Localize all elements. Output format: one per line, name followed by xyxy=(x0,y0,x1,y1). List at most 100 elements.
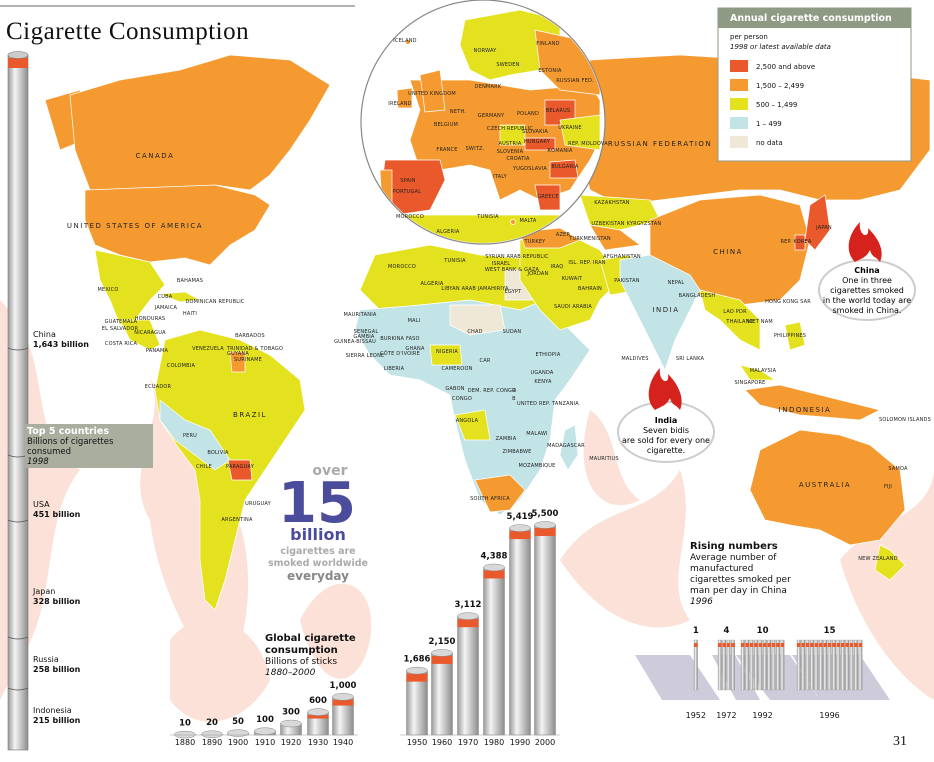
callout-line: smoked worldwide xyxy=(268,558,368,569)
map-label: SLOVENIA xyxy=(497,149,524,155)
top5-item: Indonesia 215 billion xyxy=(33,706,80,726)
map-label: SOUTH AFRICA xyxy=(470,496,510,502)
x-tick-label: 1972 xyxy=(716,711,736,720)
map-label: LAO PDR xyxy=(723,309,747,315)
cigarette-group xyxy=(796,639,863,691)
map-region xyxy=(474,474,526,513)
x-tick-label: 1996 xyxy=(819,711,839,720)
cigarette xyxy=(722,639,727,691)
top5-item: China 1,643 billion xyxy=(33,330,89,350)
bar-body xyxy=(431,652,453,736)
map-label: VIET NAM xyxy=(747,319,773,325)
map-label: THAILAND xyxy=(725,319,753,325)
cigarette-bar xyxy=(406,666,428,736)
map-label: ITALY xyxy=(493,174,507,180)
value-label: 20 xyxy=(206,718,218,728)
cigarette-band xyxy=(814,643,819,647)
legend-swatch xyxy=(730,117,748,129)
cigarette-band xyxy=(823,643,827,647)
map-label: MAURITIUS xyxy=(589,456,619,462)
map-region xyxy=(227,459,253,481)
cigarette xyxy=(726,639,731,691)
x-tick-label: 1970 xyxy=(458,738,478,747)
x-tick-label: 1960 xyxy=(432,738,452,747)
legend-label: 500 – 1,499 xyxy=(756,101,797,109)
map-label: MOROCCO xyxy=(396,214,424,220)
map-label: GHANA xyxy=(405,346,425,352)
map-region xyxy=(419,69,446,113)
cigarette-bar xyxy=(254,727,276,736)
map-label: HONG KONG SAR xyxy=(765,299,811,305)
cigarette xyxy=(776,639,780,691)
cigarette-band xyxy=(767,643,771,647)
cigarette xyxy=(840,639,845,691)
x-tick-label: 1992 xyxy=(752,711,772,720)
map-label: REP. KOREA xyxy=(780,239,811,245)
charts: 10 1880 20 1890 50 1900 100 1910 300 1920 600 1930 1… xyxy=(170,509,863,747)
map-label: CAMEROON xyxy=(441,366,472,372)
map-label: HAITI xyxy=(183,311,197,317)
map-label: MAURITANIA xyxy=(343,312,376,318)
bar-body xyxy=(457,615,479,736)
map-label: SLOVAKIA xyxy=(522,129,548,135)
callout-emphasis: everyday xyxy=(287,569,349,583)
bar-band xyxy=(457,619,479,628)
map-label: GABON xyxy=(445,386,464,392)
value-label: 600 xyxy=(309,696,327,706)
map-label: BELGIUM xyxy=(434,122,458,128)
callout-number: 15 xyxy=(278,471,356,536)
map-label: MEXICO xyxy=(98,287,119,293)
map-label: RUSSIAN FED. xyxy=(556,78,594,84)
value-label: 1,686 xyxy=(404,655,431,665)
map-region xyxy=(794,234,806,251)
map-label: SOLOMON ISLANDS xyxy=(879,417,931,423)
cigarette-band xyxy=(836,643,841,647)
legend-label: 1 – 499 xyxy=(756,120,782,128)
map-label: FINLAND xyxy=(536,41,559,47)
map-label: FRANCE xyxy=(436,147,457,153)
map-label: COSTA RICA xyxy=(105,341,138,347)
cigarette-band xyxy=(758,643,763,647)
map-label: FIJI xyxy=(884,484,892,490)
map-label: TUNISIA xyxy=(476,214,499,220)
map-label: BURKINA FASO xyxy=(380,336,419,342)
cigarette xyxy=(801,639,806,691)
map-region xyxy=(519,234,621,331)
cigarette xyxy=(836,639,841,691)
map-label: SWITZ. xyxy=(466,146,485,152)
value-label: 1 xyxy=(693,626,699,636)
map-label: GERMANY xyxy=(478,113,505,119)
cigarette-band xyxy=(841,643,845,647)
map-label: GAMBIA xyxy=(353,334,375,340)
cigarette-band xyxy=(722,643,726,647)
cigarette xyxy=(754,639,758,691)
map-region xyxy=(749,429,906,546)
cigarette xyxy=(858,639,863,691)
cigarette xyxy=(762,639,767,691)
x-tick-label: 2000 xyxy=(535,738,555,747)
map-label: DEM. REP. CONGO xyxy=(468,388,517,394)
cigarette xyxy=(731,639,735,691)
map-labels: CANADA UNITED STATES OF AMERICA MEXICO CUBA… xyxy=(67,38,931,562)
value-label: 5,500 xyxy=(532,509,559,519)
map-region xyxy=(499,124,526,146)
map-region xyxy=(534,184,561,211)
map-label: JAMAICA xyxy=(154,305,178,311)
note-line: are sold for every one xyxy=(622,436,710,445)
cigarette xyxy=(849,639,854,691)
cigarette-group xyxy=(693,639,698,691)
bar-cap xyxy=(332,693,354,701)
map-region xyxy=(699,289,761,351)
cigarette-band xyxy=(845,643,849,647)
map-label: ECUADOR xyxy=(145,384,172,390)
map-label: KUWAIT xyxy=(562,276,583,282)
cigarette-bar xyxy=(431,649,453,736)
chart-subtitle: Billions of sticks xyxy=(265,657,338,667)
map-label: INDIA xyxy=(652,306,679,314)
legend-swatch xyxy=(730,79,748,91)
map-label: GUATEMALA xyxy=(105,319,138,325)
top5-country: Russia xyxy=(33,655,59,664)
map-region xyxy=(159,399,231,471)
map-label: ICELAND xyxy=(393,38,416,44)
